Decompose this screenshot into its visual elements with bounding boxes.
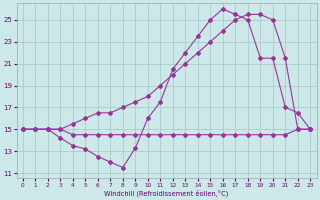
X-axis label: Windchill (Refroidissement éolien,°C): Windchill (Refroidissement éolien,°C) [104,189,229,197]
